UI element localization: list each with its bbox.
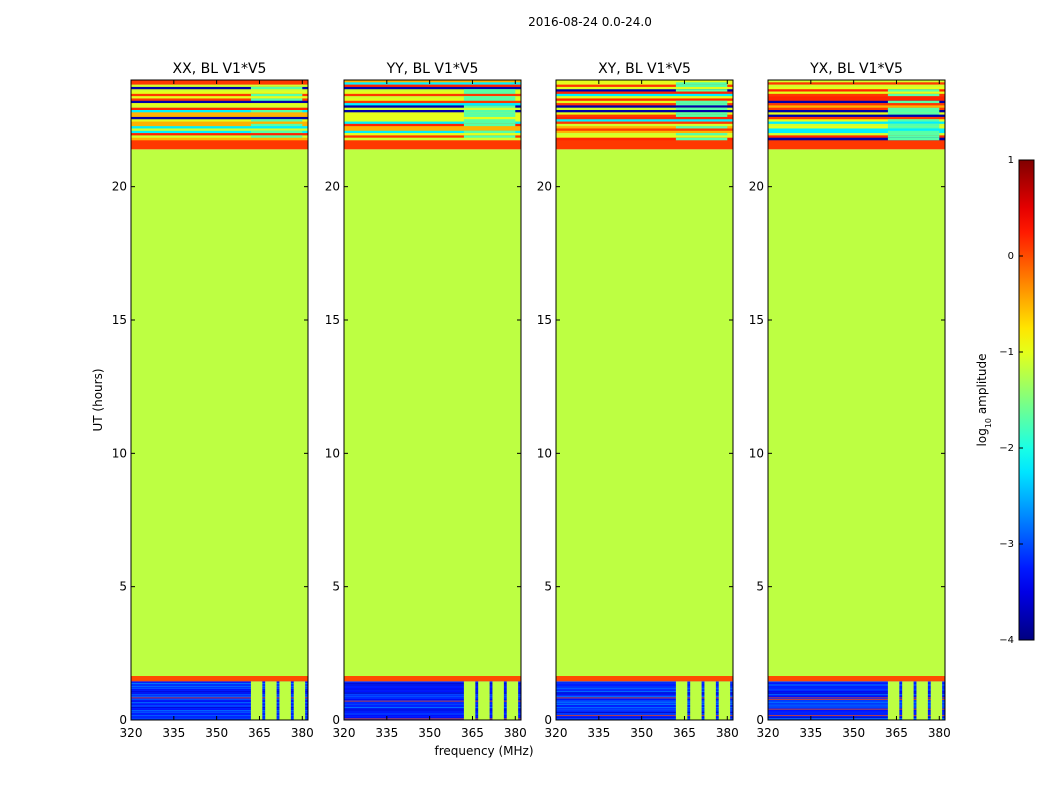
rfi-channel <box>265 681 277 720</box>
panel-title: XX, BL V1*V5 <box>173 61 267 77</box>
band-2 <box>131 149 308 677</box>
colorbar-tick-label: −4 <box>999 635 1014 646</box>
x-tick-label: 365 <box>673 726 696 740</box>
rfi-channel <box>279 681 291 720</box>
band-2 <box>344 149 521 677</box>
colorbar-tick-label: 0 <box>1008 251 1014 262</box>
band-1 <box>344 676 521 682</box>
band-3 <box>768 140 945 150</box>
y-tick-label: 20 <box>325 180 340 194</box>
y-tick-label: 0 <box>756 713 764 727</box>
y-tick-label: 0 <box>544 713 552 727</box>
rfi-channel <box>704 681 716 720</box>
x-tick-label: 365 <box>248 726 271 740</box>
heatmap-image <box>131 80 308 720</box>
panel-yx: YX, BL V1*V5 320 335 350 365 380 0 5 10 15 20 <box>749 61 951 740</box>
x-tick-label: 380 <box>504 726 527 740</box>
panel-xx: XX, BL V1*V5 320 335 350 365 380 0 5 10 15 20 <box>112 61 314 740</box>
y-axis-label: UT (hours) <box>91 368 105 431</box>
x-tick-label: 350 <box>630 726 653 740</box>
colorbar-tick-label: −1 <box>999 347 1014 358</box>
x-tick-label: 350 <box>418 726 441 740</box>
colorbar-label: log10 amplitude <box>975 354 993 447</box>
panel-title: YX, BL V1*V5 <box>809 61 903 77</box>
x-tick-label: 380 <box>291 726 314 740</box>
rfi-channel <box>887 681 900 720</box>
x-tick-label: 335 <box>162 726 185 740</box>
y-tick-label: 0 <box>119 713 127 727</box>
colorbar-tick-label: 1 <box>1008 155 1014 166</box>
rfi-channel <box>293 681 306 720</box>
x-tick-label: 320 <box>757 726 780 740</box>
colorbar: 1 0 −1 −2 −3 −4 log10 amplitude <box>975 155 1035 646</box>
y-tick-label: 15 <box>112 313 127 327</box>
x-axis-label: frequency (MHz) <box>434 744 533 758</box>
panel-yy: YY, BL V1*V5 320 335 350 365 380 0 5 10 15 20 <box>325 61 527 740</box>
colorbar-gradient <box>1018 159 1035 641</box>
band-1 <box>556 676 733 682</box>
figure-title: 2016-08-24 0.0-24.0 <box>528 15 652 29</box>
x-tick-label: 380 <box>716 726 739 740</box>
band-3 <box>556 140 733 150</box>
x-tick-label: 350 <box>842 726 865 740</box>
y-tick-label: 15 <box>537 313 552 327</box>
rfi-channel <box>902 681 914 720</box>
heatmap-image <box>344 80 521 720</box>
y-tick-label: 20 <box>749 180 764 194</box>
y-tick-label: 15 <box>325 313 340 327</box>
panel-frame <box>343 79 522 721</box>
panel-frame <box>767 79 946 721</box>
rfi-channel <box>675 681 688 720</box>
rfi-channel <box>930 681 943 720</box>
x-tick-label: 335 <box>375 726 398 740</box>
heatmap-image <box>768 80 945 720</box>
x-tick-label: 365 <box>885 726 908 740</box>
band-3 <box>131 140 308 150</box>
band-1 <box>768 676 945 682</box>
y-tick-label: 10 <box>325 446 340 460</box>
band-2 <box>556 149 733 677</box>
band-1 <box>131 676 308 682</box>
y-tick-label: 5 <box>756 580 764 594</box>
x-tick-label: 365 <box>461 726 484 740</box>
x-tick-label: 320 <box>545 726 568 740</box>
panel-title: XY, BL V1*V5 <box>598 61 691 77</box>
x-tick-label: 335 <box>587 726 610 740</box>
rfi-channel <box>916 681 928 720</box>
y-tick-label: 20 <box>537 180 552 194</box>
y-tick-label: 10 <box>537 446 552 460</box>
x-tick-label: 335 <box>799 726 822 740</box>
band-2 <box>768 149 945 677</box>
panel-frame <box>130 79 309 721</box>
panel-xy: XY, BL V1*V5 320 335 350 365 380 0 5 10 15 20 <box>537 61 739 740</box>
y-tick-label: 5 <box>332 580 340 594</box>
panel-frame <box>555 79 734 721</box>
y-tick-label: 15 <box>749 313 764 327</box>
rfi-channel <box>478 681 490 720</box>
rfi-channel <box>463 681 476 720</box>
rfi-channel <box>250 681 263 720</box>
rfi-channel <box>492 681 504 720</box>
colorbar-tick-label: −3 <box>999 539 1014 550</box>
y-tick-label: 10 <box>749 446 764 460</box>
colorbar-tick-label: −2 <box>999 443 1014 454</box>
x-tick-label: 380 <box>928 726 951 740</box>
rfi-channel <box>690 681 702 720</box>
y-tick-label: 5 <box>119 580 127 594</box>
y-tick-label: 0 <box>332 713 340 727</box>
y-tick-label: 20 <box>112 180 127 194</box>
rfi-channel <box>506 681 519 720</box>
x-tick-label: 350 <box>205 726 228 740</box>
x-tick-label: 320 <box>120 726 143 740</box>
y-tick-label: 5 <box>544 580 552 594</box>
heatmap-image <box>556 80 733 720</box>
band-3 <box>344 140 521 150</box>
panel-title: YY, BL V1*V5 <box>386 61 479 77</box>
rfi-channel <box>718 681 731 720</box>
x-tick-label: 320 <box>333 726 356 740</box>
y-tick-label: 10 <box>112 446 127 460</box>
